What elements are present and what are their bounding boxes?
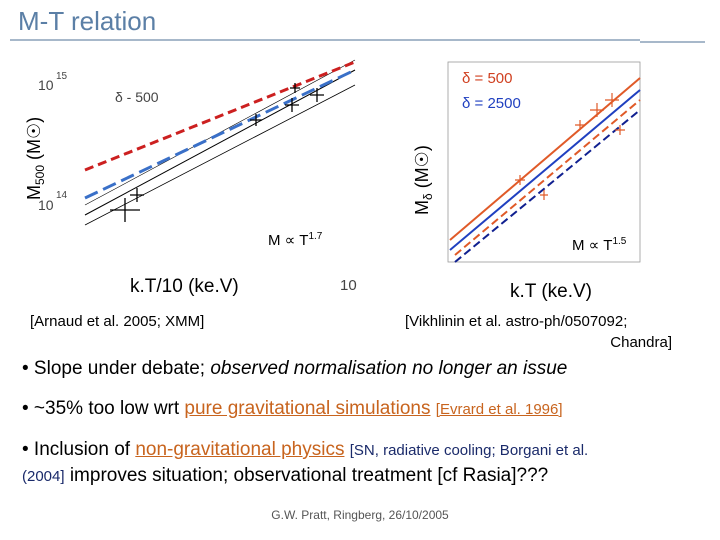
bullet-text: observed normalisation no longer an issu… [210,358,568,379]
bullet: • Inclusion of non-gravitational physics… [22,437,588,489]
relation-exp: 1.5 [612,236,626,247]
footer: G.W. Pratt, Ringberg, 26/10/2005 [271,508,449,522]
tick-label: 10 [38,77,54,93]
bullet-text: • Inclusion of [22,439,136,460]
relation-text: M ∝ T [268,232,308,249]
bullet: • ~35% too low wrt pure gravitational si… [22,398,563,420]
y-label-text: M [412,200,432,215]
tick-label: 10 [38,197,54,213]
relation: M ∝ T1.7 [268,231,323,249]
y-label: M500 (M☉) [24,117,47,200]
bullet-ref: [SN, radiative cooling; Borgani et al. [349,442,589,459]
relation-exp: 1.7 [308,231,322,242]
bullet-text: • Slope under debate; [22,358,211,379]
relation-text: M ∝ T [572,237,612,254]
bullet-link: pure gravitational simulations [184,398,431,419]
bullet-ref: (2004] [22,468,65,485]
bullet: • Slope under debate; observed normalisa… [22,358,567,380]
slide-title: M-T relation [18,6,157,36]
right-plot: δ = 500 δ = 2500 M ∝ T1.5 Mδ (M☉) k.T (k… [412,61,641,302]
y-label-text: M [24,185,44,200]
y-label-text: (M☉) [412,145,432,193]
bullet-text: • ~35% too low wrt [22,398,185,419]
tick-label: 10 [340,277,357,294]
bullet-link: non-gravitational physics [135,439,345,460]
citation: [Vikhlinin et al. astro-ph/0507092; [405,313,628,330]
x-label: k.T/10 (ke.V) [130,276,239,297]
y-label-text: (M☉) [24,117,44,165]
inset-label: δ - 500 [115,89,159,105]
citation: [Arnaud et al. 2005; XMM] [30,313,205,330]
y-label: Mδ (M☉) [412,145,435,215]
tick-label: 15 [56,71,68,82]
left-plot: 10 15 10 14 10 δ - 500 M ∝ T1.7 M500 (M☉… [24,59,357,297]
relation: M ∝ T1.5 [572,236,627,254]
bullet-text: improves situation; observational treatm… [64,465,549,486]
legend-label: δ = 2500 [462,95,521,112]
bullet-ref: [Evrard et al. 1996] [435,401,563,418]
legend-label: δ = 500 [462,70,512,87]
x-label: k.T (ke.V) [510,281,592,302]
y-label-sub: δ [421,193,435,200]
y-label-sub: 500 [33,165,47,185]
tick-label: 14 [56,190,68,201]
citation: Chandra] [610,334,672,351]
